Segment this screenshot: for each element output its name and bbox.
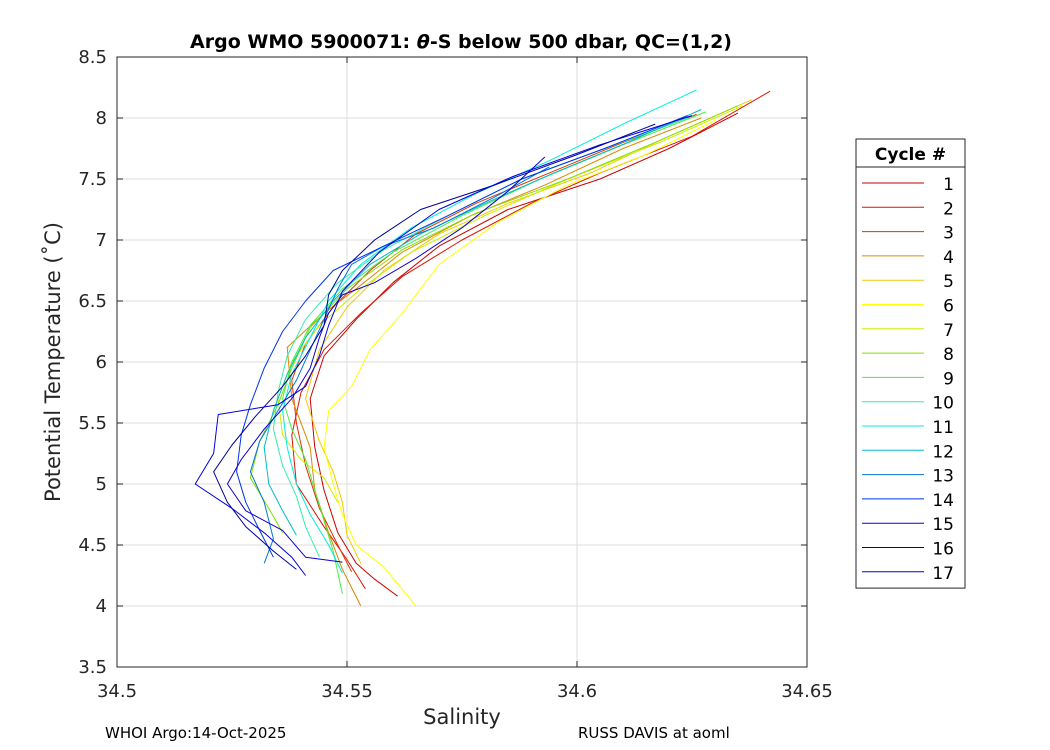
y-tick-label: 8.5	[78, 47, 107, 68]
series-line-cycle-5	[305, 99, 753, 564]
y-tick-label: 5	[96, 474, 107, 495]
x-tick-label: 34.65	[781, 681, 833, 702]
y-tick-label: 4	[96, 596, 107, 617]
chart-title: Argo WMO 5900071: θ-S below 500 dbar, QC…	[190, 31, 732, 53]
series-line-cycle-14	[236, 115, 688, 558]
legend-title: Cycle #	[875, 145, 946, 165]
legend-label: 5	[943, 272, 954, 292]
series-line-cycle-1	[309, 112, 739, 597]
footer-source: WHOI Argo:14-Oct-2025	[105, 724, 287, 742]
legend-label: 13	[932, 467, 954, 487]
series-line-cycle-15	[226, 156, 546, 563]
x-axis-ticks: 34.5 34.55 34.6 34.65	[97, 57, 833, 702]
series-line-cycle-8	[249, 105, 739, 534]
series-line-cycle-2	[291, 90, 771, 590]
series-line-cycle-17	[194, 115, 693, 576]
series-line-cycle-13	[249, 166, 550, 564]
legend-label: 16	[932, 540, 954, 560]
legend-label: 15	[932, 515, 954, 535]
legend-label: 6	[943, 297, 954, 317]
y-tick-label: 6.5	[78, 291, 107, 312]
series-lines	[194, 89, 771, 607]
y-tick-label: 7	[96, 230, 107, 251]
legend-label: 4	[943, 248, 954, 268]
y-tick-label: 6	[96, 352, 107, 373]
series-line-cycle-6	[323, 119, 716, 607]
footer-credit: RUSS DAVIS at aoml	[578, 724, 730, 742]
y-tick-label: 8	[96, 108, 107, 129]
legend-label: 8	[943, 345, 954, 365]
legend-label: 14	[932, 491, 954, 511]
x-tick-label: 34.55	[321, 681, 373, 702]
y-axis-label: Potential Temperature (˚C)	[41, 222, 65, 502]
series-line-cycle-12	[263, 109, 702, 536]
y-tick-label: 7.5	[78, 169, 107, 190]
y-tick-label: 5.5	[78, 413, 107, 434]
y-tick-label: 3.5	[78, 657, 107, 678]
x-axis-label: Salinity	[423, 705, 501, 729]
legend-label: 11	[932, 418, 954, 438]
legend-box	[855, 138, 966, 589]
grid-lines	[117, 57, 807, 667]
legend-label: 10	[932, 394, 954, 414]
legend-label: 2	[943, 199, 954, 219]
x-tick-label: 34.5	[97, 681, 137, 702]
legend-label: 17	[932, 564, 954, 584]
series-line-cycle-16	[213, 123, 656, 570]
legend-label: 12	[932, 442, 954, 462]
legend-label: 3	[943, 224, 954, 244]
x-tick-label: 34.6	[557, 681, 597, 702]
legend-label: 9	[943, 369, 954, 389]
legend-label: 7	[943, 321, 954, 341]
series-line-cycle-4	[286, 117, 702, 607]
y-tick-label: 4.5	[78, 535, 107, 556]
y-axis-ticks: 3.5 4 4.5 5 5.5 6 6.5 7 7.5 8 8.5	[78, 47, 807, 678]
legend-label: 1	[943, 175, 954, 195]
series-line-cycle-9	[282, 111, 706, 594]
